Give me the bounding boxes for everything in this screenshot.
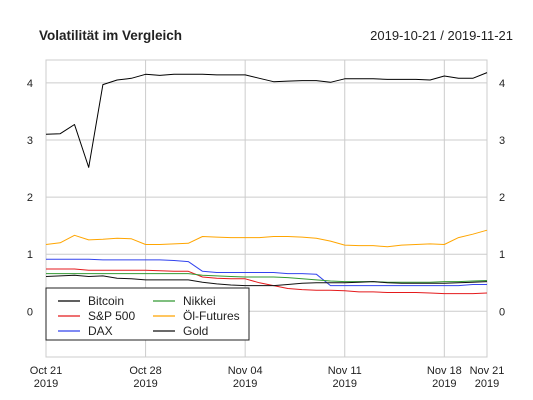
x-tick-label: Nov 21 2019: [470, 365, 505, 390]
series-line-s-p-500: [46, 268, 488, 295]
x-tick-label: Nov 11 2019: [328, 365, 362, 390]
series-line-bitcoin: [45, 72, 488, 168]
series-line-l-futures: [45, 229, 488, 248]
date-range-label: 2019-10-21 / 2019-11-21: [370, 28, 513, 43]
y-tick-label: 4: [499, 78, 505, 90]
x-axis: Oct 21 2019 Oct 28 2019 Nov 04 2019 Nov 11 2019…: [30, 365, 505, 390]
legend-label: DAX: [88, 324, 113, 338]
y-tick-label: 3: [499, 135, 505, 147]
x-tick-label: Oct 28 2019: [129, 365, 161, 390]
legend-label: Bitcoin: [88, 294, 124, 308]
legend-label: Nikkei: [183, 294, 216, 308]
y-tick-label: 2: [499, 192, 505, 204]
x-tick-label: Oct 21 2019: [30, 365, 62, 390]
legend-label: Gold: [183, 324, 208, 338]
series-line-gold: [45, 274, 488, 287]
legend-label: Öl-Futures: [183, 309, 240, 323]
legend-label: S&P 500: [88, 309, 135, 323]
series-lines: [45, 72, 488, 295]
x-tick-label: Nov 18 2019: [427, 365, 462, 390]
chart-title: Volatilität im Vergleich: [39, 28, 183, 43]
y-tick-label: 1: [27, 249, 33, 261]
y-axis-right: 0 1 2 3 4: [499, 78, 505, 318]
y-tick-label: 0: [27, 306, 33, 318]
y-tick-label: 0: [499, 306, 505, 318]
y-tick-label: 3: [27, 135, 33, 147]
series-line-dax: [46, 258, 487, 287]
x-tick-label: Nov 04 2019: [228, 365, 263, 390]
y-axis-left: 0 1 2 3 4: [27, 78, 33, 318]
y-tick-label: 2: [27, 192, 33, 204]
series-line-nikkei: [46, 273, 488, 283]
y-tick-label: 4: [27, 78, 33, 90]
y-tick-label: 1: [499, 249, 505, 261]
plot-frame: [45, 59, 488, 358]
